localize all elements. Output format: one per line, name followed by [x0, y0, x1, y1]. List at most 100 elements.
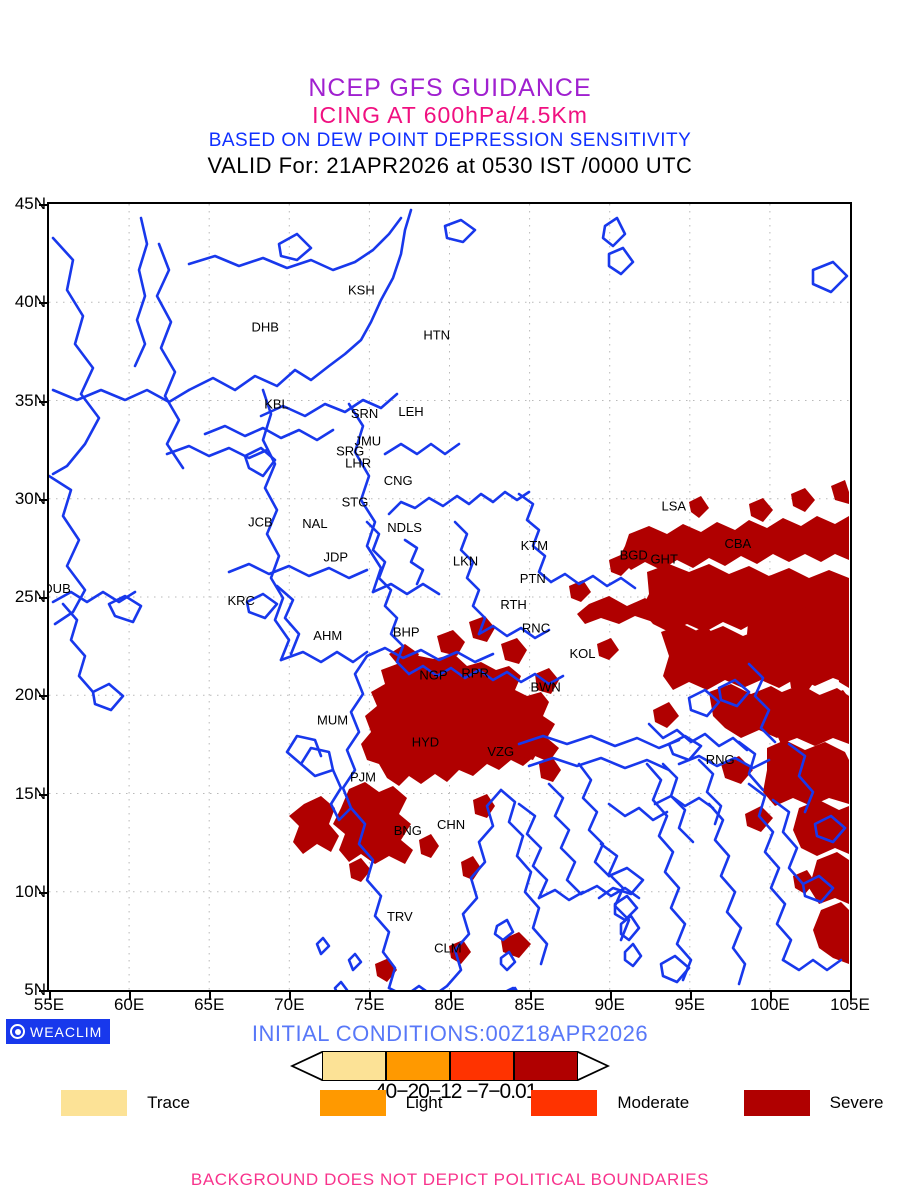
map-city-label: RPR	[461, 666, 488, 681]
map-city-label: JCB	[248, 514, 273, 529]
y-axis-tick-mark	[39, 695, 47, 698]
map-city-label: LSA	[661, 499, 686, 514]
weaclim-brand-label: WEACLIM	[30, 1023, 103, 1040]
map-city-label: HTN	[423, 328, 450, 343]
map-city-label: RNG	[706, 752, 735, 767]
map-city-label: BWN	[530, 679, 560, 694]
x-axis-tick-label: 75E	[354, 995, 385, 1014]
y-axis-tick-label: 25N	[14, 587, 46, 606]
x-axis-tick-mark	[609, 992, 612, 1000]
page-subtitle: ICING AT 600hPa/4.5Km	[312, 102, 588, 128]
x-axis-tick-label: 95E	[674, 995, 705, 1014]
legend-item: Trace	[61, 1090, 190, 1116]
map-city-label: KBL	[264, 396, 289, 411]
map-city-label: HYD	[412, 734, 439, 749]
header-block: NCEP GFS GUIDANCE ICING AT 600hPa/4.5Km …	[0, 0, 900, 179]
y-axis-tick-mark	[39, 793, 47, 796]
legend-label: Trace	[147, 1093, 190, 1112]
y-axis-tick-label: 35N	[14, 390, 46, 410]
legend-swatch	[319, 1090, 386, 1116]
x-axis-tick-mark	[529, 992, 532, 1000]
map-city-label: MUM	[317, 713, 348, 728]
colorbar-left-arrow-inner	[294, 1053, 322, 1079]
map-city-label: CLM	[434, 941, 461, 956]
x-axis-tick-mark	[289, 992, 292, 1000]
x-axis-tick-label: 65E	[194, 995, 225, 1014]
y-axis-tick-mark	[39, 302, 47, 305]
map-city-label: STG	[342, 495, 369, 510]
x-axis-tick-label: 105E	[830, 995, 870, 1014]
x-axis-tick-mark	[209, 992, 212, 1000]
map-city-label: KOL	[569, 646, 595, 661]
map-city-label: KSH	[348, 282, 375, 297]
circle-logo-icon	[10, 1024, 25, 1039]
legend-item: Severe	[743, 1090, 884, 1116]
x-axis-tick-label: 100E	[750, 995, 790, 1014]
map-city-label: JMU	[354, 434, 381, 449]
colorbar-segment	[322, 1051, 386, 1081]
colorbar-segment	[386, 1051, 450, 1081]
map-city-label: SRG	[336, 444, 364, 459]
map-city-label: KTM	[521, 538, 548, 553]
map-city-label: BNG	[394, 823, 422, 838]
legend-label: Moderate	[617, 1093, 690, 1112]
map-coastlines	[49, 208, 849, 990]
y-axis-tick-mark	[39, 498, 47, 501]
map-city-label: DUB	[49, 581, 71, 596]
legend-swatch	[531, 1090, 598, 1116]
x-axis-tick-label: 90E	[594, 995, 625, 1014]
x-axis-tick-mark	[769, 992, 772, 1000]
map-city-label: JDP	[323, 550, 348, 565]
initial-conditions-text: INITIAL CONDITIONS:00Z18APR2026	[251, 1021, 649, 1046]
legend-swatch	[743, 1090, 810, 1116]
map-city-label: NAL	[302, 516, 327, 531]
icing-severe-regions	[289, 480, 849, 982]
map-city-label: LKN	[453, 554, 478, 569]
map-city-label: SRN	[351, 406, 378, 421]
map-plot-area[interactable]: DHB KSH HTN KBL SRN LEH JMU SRG LHR CNG STG JCB NAL N…	[47, 202, 852, 992]
disclaimer-text: BACKGROUND DOES NOT DEPICT POLITICAL BOU…	[190, 1170, 710, 1189]
map-city-label: BHP	[393, 624, 420, 639]
page-title: NCEP GFS GUIDANCE	[308, 74, 592, 102]
map-city-label: AHM	[313, 628, 342, 643]
map-city-label: LHR	[345, 455, 371, 470]
y-axis-tick-label: 15N	[14, 783, 46, 803]
legend-swatch	[61, 1090, 128, 1116]
map-city-label: PJM	[350, 770, 376, 785]
x-axis-tick-mark	[689, 992, 692, 1000]
map-city-label: VZG	[487, 744, 514, 759]
map-city-label: GHT	[650, 552, 678, 567]
map-city-label: CBA	[724, 536, 751, 551]
y-axis-tick-label: 20N	[14, 685, 46, 705]
legend-label: Light	[405, 1093, 443, 1112]
map-city-label: NDLS	[387, 520, 422, 535]
legend-label: Severe	[829, 1093, 884, 1112]
y-axis-tick-label: 45N	[14, 194, 46, 213]
weaclim-brand-badge[interactable]: WEACLIM	[6, 1019, 110, 1044]
x-axis-tick-mark	[449, 992, 452, 1000]
map-city-label: PTN	[520, 571, 546, 586]
y-axis-tick-label: 5N	[24, 980, 46, 999]
map-city-label: CNG	[384, 473, 413, 488]
colorbar-segment	[514, 1051, 578, 1081]
map-city-label: KRC	[228, 593, 255, 608]
x-axis-tick-label: 85E	[514, 995, 545, 1014]
x-axis-tick-label: 60E	[113, 995, 145, 1014]
header-valid-time: VALID For: 21APR2026 at 0530 IST /0000 U…	[207, 153, 693, 178]
legend-item: Moderate	[531, 1090, 689, 1116]
y-axis-tick-mark	[39, 891, 47, 894]
y-axis-tick-label: 10N	[14, 881, 46, 901]
map-city-label: TRV	[387, 909, 413, 924]
x-axis-tick-label: 55E	[33, 995, 65, 1014]
map-city-label: RTH	[500, 597, 526, 612]
map-city-label: LEH	[398, 404, 423, 419]
x-axis-tick-mark	[129, 992, 132, 1000]
header-basis-line: BASED ON DEW POINT DEPRESSION SENSITIVIT…	[208, 130, 692, 151]
map-city-label: DHB	[252, 320, 279, 335]
map-city-label: RNC	[522, 620, 550, 635]
y-axis-tick-label: 40N	[14, 292, 46, 312]
x-axis-tick-label: 70E	[274, 995, 305, 1014]
colorbar-segment	[450, 1051, 514, 1081]
